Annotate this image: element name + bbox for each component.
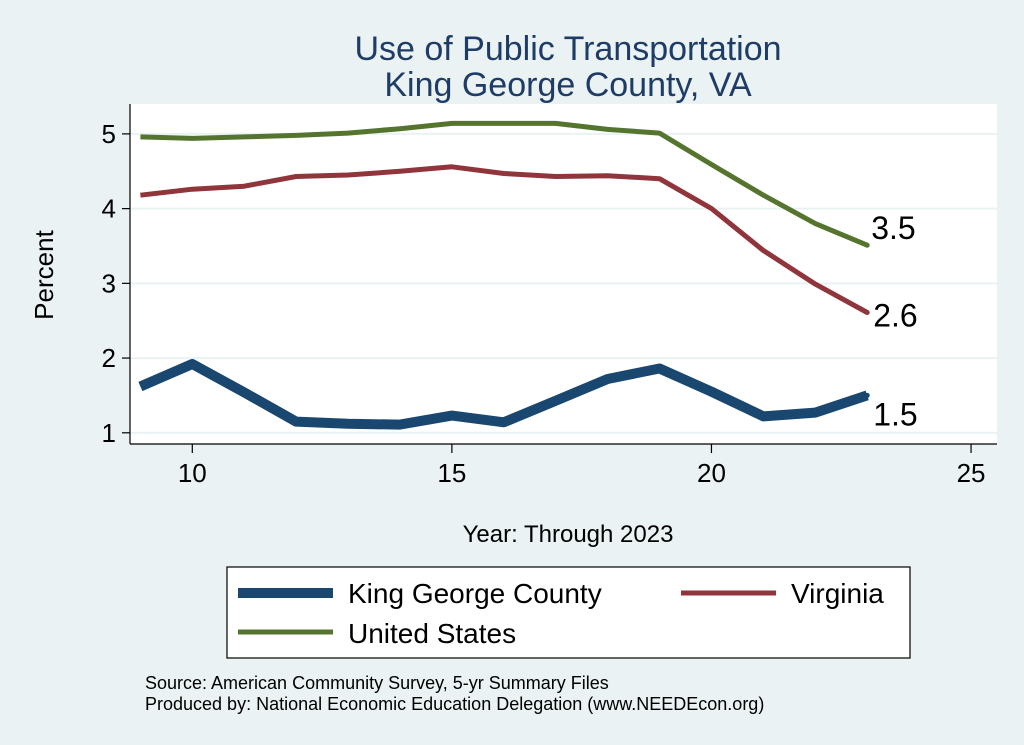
series-lines (138, 120, 870, 430)
source-note: Source: American Community Survey, 5-yr … (145, 673, 609, 693)
y-tick-label-1: 1 (102, 418, 116, 448)
chart-title: Use of Public Transportation (354, 30, 781, 68)
y-tick-label-3: 3 (102, 268, 116, 298)
series-line-united-states (140, 120, 869, 248)
x-tick-label-25: 25 (957, 458, 986, 488)
legend-label-virginia: Virginia (791, 578, 884, 609)
legend: King George County Virginia United State… (226, 566, 911, 659)
end-point-united-states (864, 242, 870, 248)
legend-box (226, 566, 911, 659)
end-labels: 1.5 2.6 3.5 (871, 210, 917, 432)
end-point-king-george-county (864, 392, 870, 398)
chart-subtitle: King George County, VA (384, 66, 752, 104)
x-tick-label-10: 10 (178, 458, 207, 488)
end-label-king-george-county: 1.5 (873, 396, 917, 432)
y-tick-label-2: 2 (102, 343, 116, 373)
plot-area (130, 104, 997, 444)
end-label-united-states: 3.5 (871, 210, 915, 246)
legend-label-united-states: United States (348, 618, 516, 649)
x-axis-label: Year: Through 2023 (463, 521, 674, 548)
series-line-virginia (140, 164, 869, 315)
x-tick-label-15: 15 (437, 458, 466, 488)
y-axis-label: Percent (29, 229, 59, 319)
end-label-virginia: 2.6 (873, 297, 917, 333)
end-point-virginia (864, 309, 870, 315)
y-tick-label-5: 5 (102, 119, 116, 149)
series-line-king-george-county (138, 359, 869, 430)
axes: 1 2 3 4 5 10 15 20 25 (102, 104, 997, 488)
legend-label-king-george-county: King George County (348, 578, 602, 609)
grid-lines (130, 132, 997, 434)
x-tick-label-20: 20 (697, 458, 726, 488)
producer-note: Produced by: National Economic Education… (145, 694, 764, 714)
y-tick-label-4: 4 (102, 194, 116, 224)
